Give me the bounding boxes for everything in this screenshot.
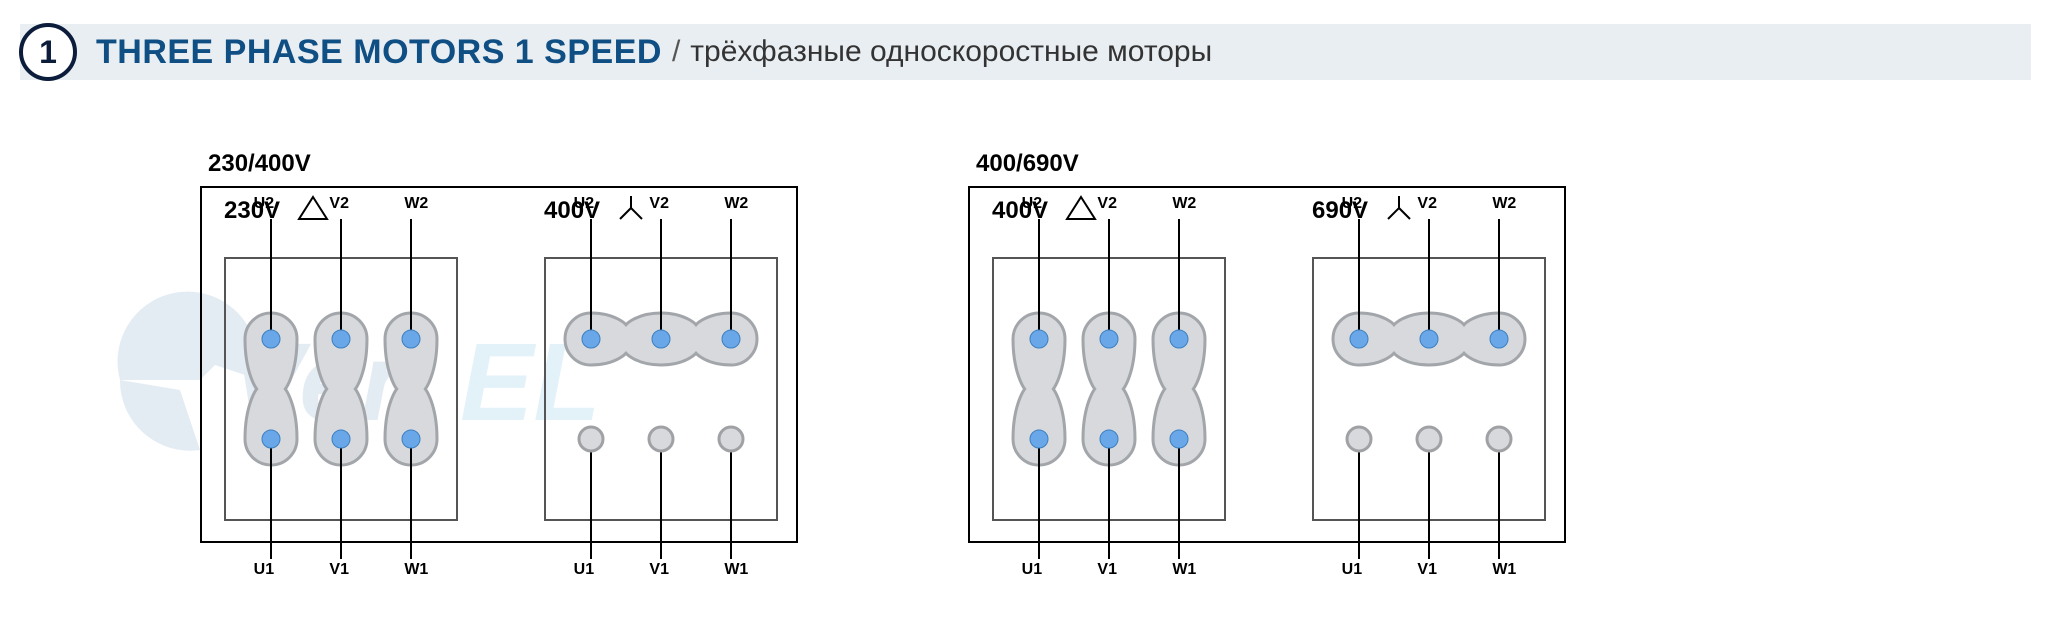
page-root: 1 THREE PHASE MOTORS 1 SPEED / трёхфазны…	[0, 0, 2051, 640]
terminal-label: U1	[574, 561, 594, 579]
terminal-svg	[546, 259, 776, 519]
group-box: 230V U2V2W2U1V1W1400V U2V2W2U1V1W1	[200, 186, 798, 543]
terminal-box: U2V2W2U1V1W1	[224, 257, 458, 521]
terminal-label: V1	[1417, 561, 1437, 579]
terminal-label: U2	[574, 195, 594, 213]
terminal-box: U2V2W2U1V1W1	[992, 257, 1226, 521]
connection-diagram: 690V U2V2W2U1V1W1	[1312, 188, 1542, 521]
terminal-label: W2	[724, 195, 748, 213]
terminal-label: U1	[1342, 561, 1362, 579]
group-box: 400V U2V2W2U1V1W1690V U2V2W2U1V1W1	[968, 186, 1566, 543]
connection-diagram: 400V U2V2W2U1V1W1	[544, 188, 774, 521]
terminal-label: W1	[1492, 561, 1516, 579]
terminal-box: U2V2W2U1V1W1	[1312, 257, 1546, 521]
terminal-svg	[1314, 259, 1544, 519]
group-voltage-label: 400/690V	[976, 150, 1566, 178]
voltage-group: 400/690V400V U2V2W2U1V1W1690V U2V2W2U1V1…	[968, 150, 1566, 543]
terminal-label: W1	[724, 561, 748, 579]
terminal-label: V2	[649, 195, 669, 213]
terminal-svg	[994, 259, 1224, 519]
diagram-groups: 230/400V230V U2V2W2U1V1W1400V U2V2W2U1V1…	[200, 150, 1931, 543]
title-bar: 1 THREE PHASE MOTORS 1 SPEED / трёхфазны…	[20, 24, 2031, 80]
terminal-label: W1	[1172, 561, 1196, 579]
terminal-label: W2	[1172, 195, 1196, 213]
terminal-label: V2	[329, 195, 349, 213]
terminal-label: W2	[1492, 195, 1516, 213]
group-voltage-label: 230/400V	[208, 150, 798, 178]
section-number: 1	[39, 34, 57, 71]
top-terminal-labels: U2 V2 W2	[546, 195, 776, 213]
terminal-label: U2	[1022, 195, 1042, 213]
connection-diagram: 400V U2V2W2U1V1W1	[992, 188, 1222, 521]
terminal-box: U2V2W2U1V1W1	[544, 257, 778, 521]
terminal-label: V2	[1417, 195, 1437, 213]
title-english: THREE PHASE MOTORS 1 SPEED	[96, 33, 662, 72]
terminal-label: W2	[404, 195, 428, 213]
top-terminal-labels: U2 V2 W2	[226, 195, 456, 213]
connection-diagram: 230V U2V2W2U1V1W1	[224, 188, 454, 521]
bottom-terminal-labels: U1 V1 W1	[546, 561, 776, 579]
bottom-terminal-labels: U1 V1 W1	[226, 561, 456, 579]
terminal-label: U2	[1342, 195, 1362, 213]
terminal-label: V1	[329, 561, 349, 579]
voltage-group: 230/400V230V U2V2W2U1V1W1400V U2V2W2U1V1…	[200, 150, 798, 543]
terminal-label: U1	[254, 561, 274, 579]
top-terminal-labels: U2 V2 W2	[994, 195, 1224, 213]
terminal-svg	[226, 259, 456, 519]
terminal-label: W1	[404, 561, 428, 579]
terminal-label: V1	[1097, 561, 1117, 579]
terminal-label: U1	[1022, 561, 1042, 579]
section-number-badge: 1	[19, 23, 77, 81]
title-separator: /	[672, 35, 680, 69]
terminal-label: V1	[649, 561, 669, 579]
top-terminal-labels: U2 V2 W2	[1314, 195, 1544, 213]
terminal-label: V2	[1097, 195, 1117, 213]
terminal-label: U2	[254, 195, 274, 213]
title-russian: трёхфазные односкоростные моторы	[690, 35, 1212, 69]
bottom-terminal-labels: U1 V1 W1	[994, 561, 1224, 579]
bottom-terminal-labels: U1 V1 W1	[1314, 561, 1544, 579]
